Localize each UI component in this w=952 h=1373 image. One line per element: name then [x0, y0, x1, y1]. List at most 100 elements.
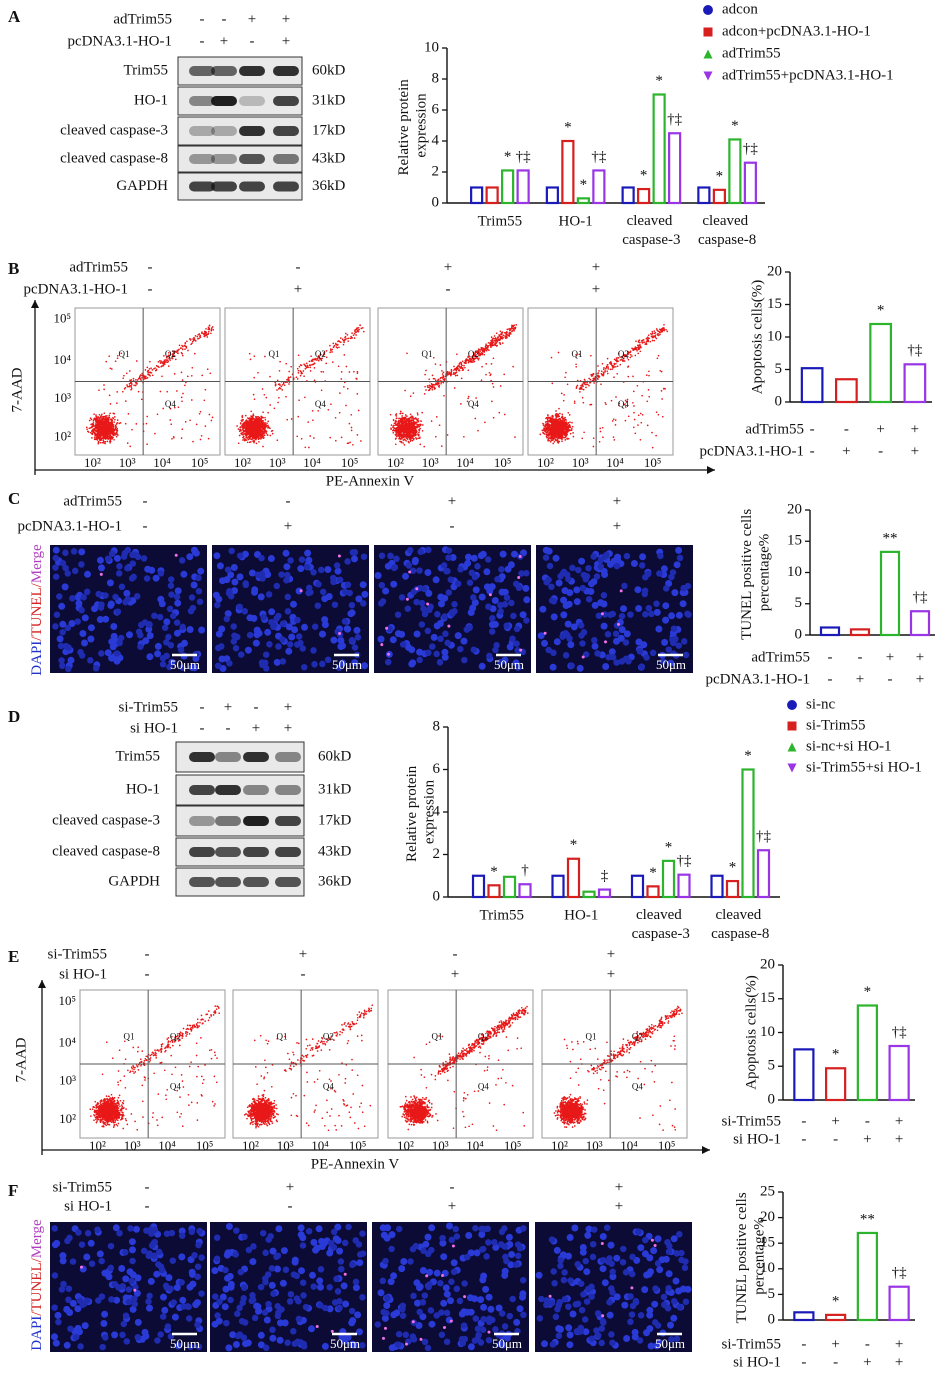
blot-label: GAPDH	[108, 873, 160, 889]
quadrant-label: Q1	[269, 349, 280, 359]
condition-sign: -	[200, 720, 205, 736]
stain-part: Merge	[29, 1219, 45, 1258]
flow-y-tick: 10³	[54, 390, 71, 405]
bar	[869, 322, 892, 404]
significance: *	[832, 1293, 840, 1309]
significance: †‡	[591, 149, 607, 165]
condition-sign: -	[446, 281, 451, 297]
condition-sign: +	[451, 966, 459, 982]
flow-x-tick: 10³	[432, 1138, 449, 1153]
condition-sign: -	[254, 699, 259, 715]
bar	[728, 138, 742, 205]
y-tick-label: 15	[787, 533, 802, 549]
bar	[652, 93, 666, 205]
blot-band	[275, 816, 301, 826]
significance: *	[564, 119, 572, 135]
blot-band	[243, 752, 269, 762]
y-tick-label: 20	[760, 956, 775, 972]
bar	[576, 197, 590, 205]
flow-y-tick: 10⁴	[58, 1034, 76, 1049]
blot-label: GAPDH	[116, 178, 168, 194]
quadrant-label: Q4	[468, 399, 479, 409]
event-dots	[553, 1005, 683, 1131]
blot-size: 43kD	[318, 843, 352, 859]
arrow-head	[702, 1146, 710, 1154]
flow-x-tick: 10⁵	[658, 1138, 676, 1153]
bar	[903, 363, 927, 404]
flow-x-tick: 10⁴	[466, 1138, 484, 1153]
blot-band	[243, 877, 269, 887]
flow-x-tick: 10⁴	[620, 1138, 638, 1153]
blot-band	[189, 66, 215, 76]
condition-sign: +	[916, 671, 924, 687]
condition-sign: -	[145, 946, 150, 962]
quadrant-label: Q1	[586, 1031, 597, 1041]
y-tick-label: 2	[432, 163, 440, 179]
tunel-dots	[80, 1265, 137, 1292]
bar	[793, 1311, 815, 1322]
event-dots	[399, 1005, 529, 1132]
y-tick-label: 15	[760, 990, 775, 1006]
stain-part: /TUNEL/	[29, 1257, 45, 1315]
condition-name: si HO-1	[733, 1354, 781, 1370]
condition-sign: +	[592, 281, 600, 297]
nuclei	[212, 1223, 367, 1352]
condition-sign: -	[145, 1198, 150, 1214]
condition-sign: +	[842, 443, 850, 459]
quadrant-label: Q4	[478, 1082, 489, 1092]
bar	[856, 1231, 878, 1322]
significance: **	[860, 1211, 875, 1227]
quadrant-label: Q1	[124, 1031, 135, 1041]
condition-sign: -	[888, 671, 893, 687]
blot-band	[275, 877, 301, 887]
blot-size: 36kD	[318, 873, 352, 889]
flow-x-tick: 10⁴	[606, 455, 624, 470]
flow-x-tick: 10³	[124, 1138, 141, 1153]
bar	[566, 857, 581, 899]
y-tick-label: 0	[433, 888, 441, 904]
bar	[501, 169, 515, 205]
flow-x-tick: 10⁵	[191, 455, 209, 470]
flow-x-tick: 10⁵	[644, 455, 662, 470]
condition-sign: -	[453, 946, 458, 962]
x-tick-label: Trim55	[480, 907, 524, 923]
legend-marker	[787, 742, 797, 752]
y-axis-label: TUNEL positive cells percentage%	[734, 1189, 767, 1324]
y-tick-label: 8	[433, 718, 441, 734]
legend-label: si-nc	[806, 696, 836, 712]
condition-sign: -	[828, 649, 833, 665]
event-dots	[389, 324, 518, 448]
flow-x-tick: 10⁵	[341, 455, 359, 470]
quadrant-label: Q2	[478, 1031, 489, 1041]
blot-band	[215, 752, 241, 762]
bar	[725, 879, 740, 899]
flow-x-tick: 10²	[242, 1138, 259, 1153]
x-tick-label: cleaved caspase-8	[711, 907, 769, 942]
flow-y-tick: 10⁵	[58, 993, 76, 1008]
bar	[888, 1285, 910, 1322]
bar	[661, 859, 676, 899]
quadrant-label: Q4	[315, 399, 326, 409]
condition-sign: -	[844, 421, 849, 437]
quadrant-label: Q2	[618, 349, 629, 359]
flow-x-tick: 10²	[537, 455, 554, 470]
bar	[888, 1044, 910, 1102]
legend-marker	[703, 71, 713, 81]
condition-name: pcDNA3.1-HO-1	[705, 671, 810, 687]
y-tick-label: 0	[768, 1091, 776, 1107]
condition-sign: +	[895, 1113, 903, 1129]
significance: *	[640, 167, 648, 183]
blot-band	[215, 816, 241, 826]
condition-sign: +	[856, 671, 864, 687]
blot-band	[189, 154, 215, 164]
significance: *	[504, 149, 512, 165]
flow-y-tick: 10²	[59, 1111, 76, 1126]
condition-sign: +	[282, 11, 290, 27]
condition-sign: +	[282, 33, 290, 49]
y-tick-label: 0	[768, 1311, 776, 1327]
condition-sign: -	[301, 966, 306, 982]
legend-marker	[787, 700, 797, 710]
significance: **	[883, 530, 898, 546]
condition-sign: +	[886, 649, 894, 665]
